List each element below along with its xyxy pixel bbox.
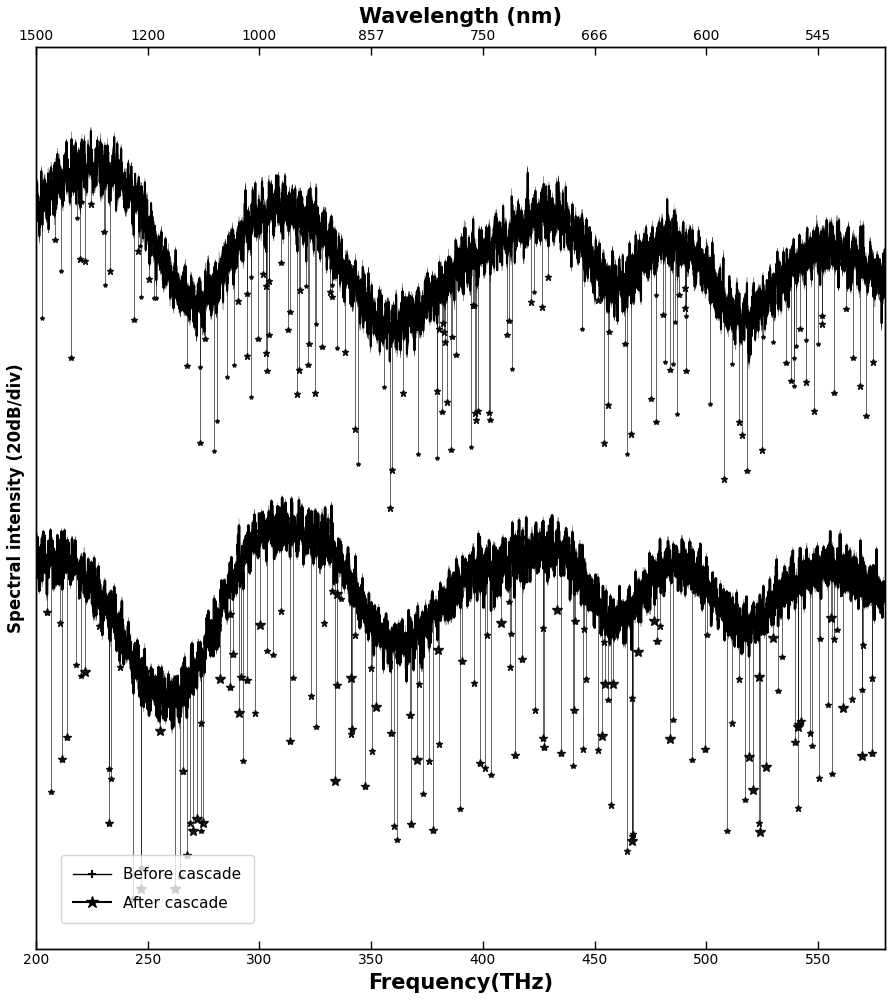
X-axis label: Frequency(THz): Frequency(THz)	[368, 973, 553, 993]
Y-axis label: Spectral intensity (20dB/div): Spectral intensity (20dB/div)	[7, 363, 25, 633]
Legend: Before cascade, After cascade: Before cascade, After cascade	[61, 855, 253, 923]
X-axis label: Wavelength (nm): Wavelength (nm)	[359, 7, 562, 27]
